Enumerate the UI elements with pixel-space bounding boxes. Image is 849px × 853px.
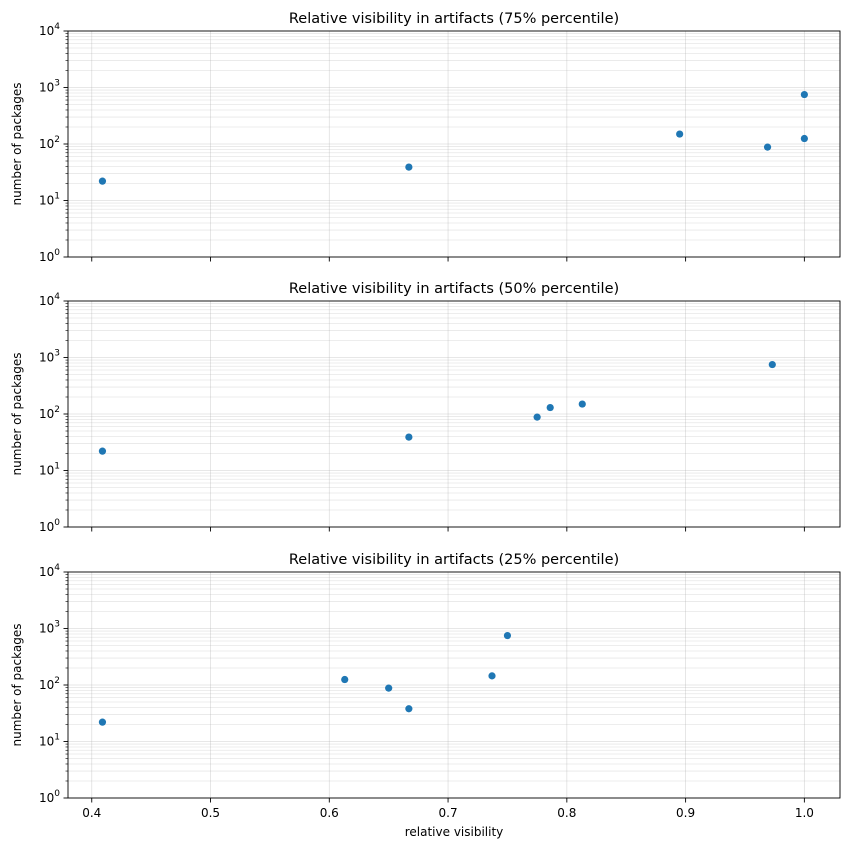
data-point xyxy=(488,672,496,680)
y-tick-label: 100 xyxy=(39,518,60,534)
grid xyxy=(68,30,840,258)
data-point xyxy=(385,684,393,692)
y-tick-label: 100 xyxy=(39,789,60,805)
x-tick-label: 0.5 xyxy=(201,806,220,820)
y-tick-label: 102 xyxy=(39,135,60,151)
data-point xyxy=(405,433,413,441)
y-tick-label: 100 xyxy=(39,248,60,264)
chart-title: Relative visibility in artifacts (25% pe… xyxy=(289,552,619,568)
y-tick-label: 101 xyxy=(39,462,60,478)
y-axis-label: number of packages xyxy=(10,624,24,747)
x-tick-label: 0.8 xyxy=(557,806,576,820)
y-tick-label: 103 xyxy=(39,349,60,365)
grid xyxy=(68,300,840,528)
data-point xyxy=(768,360,776,369)
data-point xyxy=(533,413,541,421)
data-point xyxy=(341,675,349,684)
y-tick-label: 103 xyxy=(39,79,60,95)
y-axis-label: number of packages xyxy=(10,353,24,476)
x-tick-label: 1.0 xyxy=(795,806,814,820)
data-point xyxy=(546,403,554,412)
data-point xyxy=(98,718,107,726)
data-point xyxy=(800,90,808,99)
data-point xyxy=(676,130,684,138)
x-axis-label: relative visibility xyxy=(405,825,504,839)
chart-title: Relative visibility in artifacts (50% pe… xyxy=(289,281,619,297)
y-tick-label: 102 xyxy=(39,405,60,421)
chart-title: Relative visibility in artifacts (75% pe… xyxy=(289,11,619,27)
data-point xyxy=(98,447,107,455)
data-point xyxy=(503,631,512,640)
y-tick-label: 103 xyxy=(39,620,60,636)
y-tick-label: 104 xyxy=(39,292,60,308)
data-point xyxy=(800,134,808,143)
subplot-50-percentile: Relative visibility in artifacts (50% pe… xyxy=(10,281,841,534)
y-tick-label: 101 xyxy=(39,733,60,749)
y-tick-label: 101 xyxy=(39,192,60,208)
x-tick-label: 0.4 xyxy=(82,806,101,820)
data-point xyxy=(405,705,413,713)
data-point xyxy=(98,177,107,185)
y-tick-label: 104 xyxy=(39,563,60,579)
data-point xyxy=(405,163,413,171)
grid xyxy=(68,571,840,799)
y-axis-label: number of packages xyxy=(10,83,24,206)
data-point xyxy=(763,143,772,151)
x-tick-label: 0.6 xyxy=(320,806,339,820)
subplot-75-percentile: Relative visibility in artifacts (75% pe… xyxy=(10,11,841,264)
x-tick-label: 0.7 xyxy=(439,806,458,820)
y-tick-label: 102 xyxy=(39,676,60,692)
x-tick-label: 0.9 xyxy=(676,806,695,820)
data-point xyxy=(578,400,586,408)
subplot-25-percentile: Relative visibility in artifacts (25% pe… xyxy=(10,552,841,839)
y-tick-label: 104 xyxy=(39,22,60,38)
